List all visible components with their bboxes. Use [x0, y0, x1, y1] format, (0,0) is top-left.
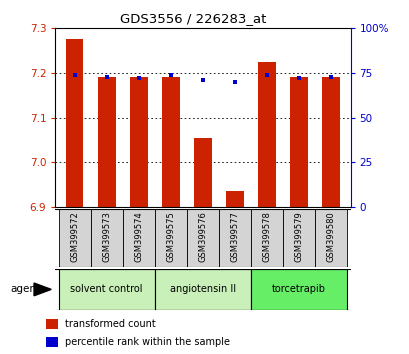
Bar	[162, 78, 179, 207]
Text: GDS3556 / 226283_at: GDS3556 / 226283_at	[119, 12, 265, 25]
Bar	[46, 319, 58, 329]
Bar	[130, 78, 147, 207]
Bar	[46, 337, 58, 347]
Bar	[58, 269, 155, 310]
Bar	[155, 269, 250, 310]
Point	[263, 72, 270, 78]
Text: GSM399580: GSM399580	[326, 212, 335, 262]
Text: angiotensin II: angiotensin II	[169, 284, 236, 295]
Text: GSM399574: GSM399574	[134, 212, 143, 262]
Bar	[155, 209, 187, 267]
Bar	[283, 209, 315, 267]
Bar	[65, 40, 83, 207]
Text: GSM399572: GSM399572	[70, 212, 79, 262]
Point	[295, 75, 302, 81]
Text: percentile rank within the sample: percentile rank within the sample	[65, 337, 229, 347]
Point	[231, 79, 238, 85]
Bar	[290, 78, 307, 207]
Bar	[250, 209, 283, 267]
Point	[71, 72, 78, 78]
Text: GSM399578: GSM399578	[262, 211, 271, 262]
Text: transformed count: transformed count	[65, 319, 155, 329]
Bar	[193, 138, 211, 207]
Text: agent: agent	[10, 284, 40, 295]
Bar	[58, 209, 90, 267]
Bar	[187, 209, 218, 267]
Bar	[322, 78, 339, 207]
Text: GSM399575: GSM399575	[166, 212, 175, 262]
Bar	[98, 78, 115, 207]
Text: solvent control: solvent control	[70, 284, 143, 295]
Bar	[90, 209, 122, 267]
Polygon shape	[34, 283, 51, 296]
Text: GSM399579: GSM399579	[294, 212, 303, 262]
Text: GSM399576: GSM399576	[198, 211, 207, 262]
Bar	[315, 209, 346, 267]
Text: torcetrapib: torcetrapib	[272, 284, 326, 295]
Text: GSM399577: GSM399577	[230, 211, 239, 262]
Bar	[258, 62, 275, 207]
Point	[167, 72, 174, 78]
Point	[327, 74, 334, 79]
Bar	[122, 209, 155, 267]
Bar	[218, 209, 250, 267]
Point	[135, 75, 142, 81]
Text: GSM399573: GSM399573	[102, 211, 111, 262]
Point	[103, 74, 110, 79]
Bar	[250, 269, 346, 310]
Point	[199, 77, 206, 83]
Bar	[226, 192, 243, 207]
